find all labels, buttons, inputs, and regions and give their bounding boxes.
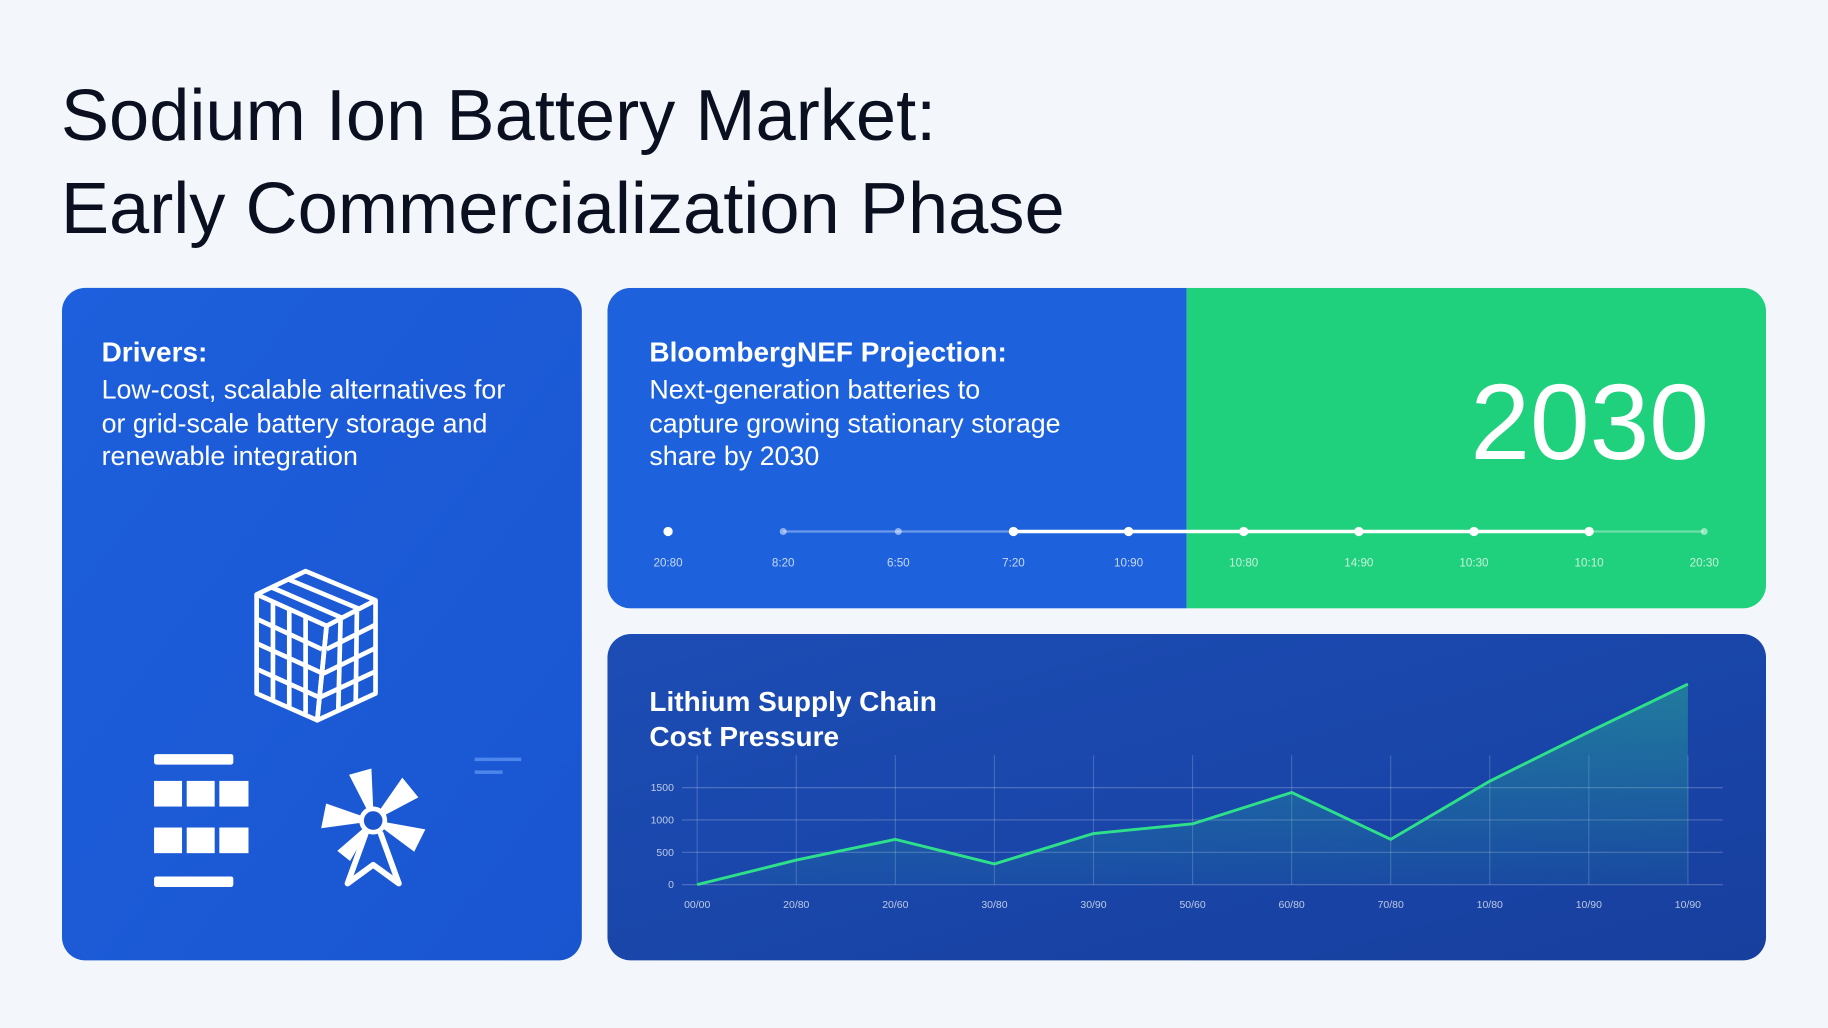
drivers-text: or grid-scale battery storage and xyxy=(102,408,488,438)
timeline-dot xyxy=(1008,526,1019,537)
timeline-label: 10:10 xyxy=(1575,556,1605,569)
timeline-label: 20:80 xyxy=(654,556,684,569)
x-tick-label: 10/90 xyxy=(1675,900,1701,911)
chart: 00/00 20/80 20/60 30/80 30/90 50/60 60/80 70/80… xyxy=(651,682,1723,911)
projection-text: Next-generation batteries to xyxy=(649,375,980,405)
timeline-label: 14:90 xyxy=(1344,556,1374,569)
timeline-dot xyxy=(1239,526,1249,537)
fan-icon xyxy=(321,768,426,887)
timeline-label: 20:30 xyxy=(1690,556,1720,569)
projection-year: 2030 xyxy=(1470,362,1709,482)
timeline-dot xyxy=(1584,526,1594,537)
projection-card xyxy=(607,287,1767,609)
projection-text: capture growing stationary storage xyxy=(649,408,1060,438)
cube-icon xyxy=(254,568,378,723)
timeline-dot xyxy=(663,526,673,537)
timeline-label: 6:50 xyxy=(887,556,910,569)
x-tick-label: 50/60 xyxy=(1179,900,1205,911)
title-line: Sodium Ion Battery Market: xyxy=(61,76,936,156)
y-tick-label: 500 xyxy=(656,848,674,859)
decor-line xyxy=(474,757,522,762)
timeline-label: 10:80 xyxy=(1229,556,1259,569)
x-tick-label: 20/60 xyxy=(882,900,908,911)
timeline-dot xyxy=(1354,526,1364,537)
timeline-label: 10:90 xyxy=(1114,556,1144,569)
drivers-text: renewable integration xyxy=(102,441,358,471)
x-tick-label: 70/80 xyxy=(1378,900,1404,911)
x-tick-label: 30/90 xyxy=(1080,900,1106,911)
panel-icon xyxy=(154,754,249,887)
timeline-label: 10:30 xyxy=(1459,556,1489,569)
x-tick-label: 10/80 xyxy=(1477,900,1503,911)
chart-title: Cost Pressure xyxy=(649,721,839,752)
timeline-dot xyxy=(779,527,787,535)
timeline-label: 8:20 xyxy=(772,556,795,569)
line xyxy=(696,682,1689,887)
drivers-text: Low-cost, scalable alternatives for xyxy=(102,375,506,405)
x-tick-label: 30/80 xyxy=(981,900,1007,911)
decor-line xyxy=(474,770,503,774)
timeline-dot xyxy=(1469,526,1479,537)
drivers-heading: Drivers: xyxy=(102,336,208,367)
timeline: 20:80 8:20 6:50 7:20 10:90 10:80 14:90 10:30 10:… xyxy=(654,526,1720,569)
y-tick-label: 1000 xyxy=(651,815,674,826)
projection-heading: BloombergNEF Projection: xyxy=(649,336,1006,367)
chart-title: Lithium Supply Chain xyxy=(649,686,936,717)
timeline-dot xyxy=(894,527,902,535)
x-tick-label: 60/80 xyxy=(1279,900,1305,911)
y-tick-label: 1500 xyxy=(651,783,674,794)
projection-text: share by 2030 xyxy=(649,441,819,471)
line-area xyxy=(697,684,1688,885)
y-tick-label: 0 xyxy=(668,880,674,891)
timeline-dot xyxy=(1700,527,1708,535)
title-line: Early Commercialization Phase xyxy=(61,169,1065,249)
x-tick-label: 10/90 xyxy=(1576,900,1602,911)
x-tick-label: 00/00 xyxy=(684,900,710,911)
timeline-label: 7:20 xyxy=(1002,556,1025,569)
timeline-dot xyxy=(1123,526,1134,537)
projection-blue xyxy=(607,287,1187,609)
projection-green xyxy=(1186,287,1767,609)
x-tick-label: 20/80 xyxy=(783,900,809,911)
